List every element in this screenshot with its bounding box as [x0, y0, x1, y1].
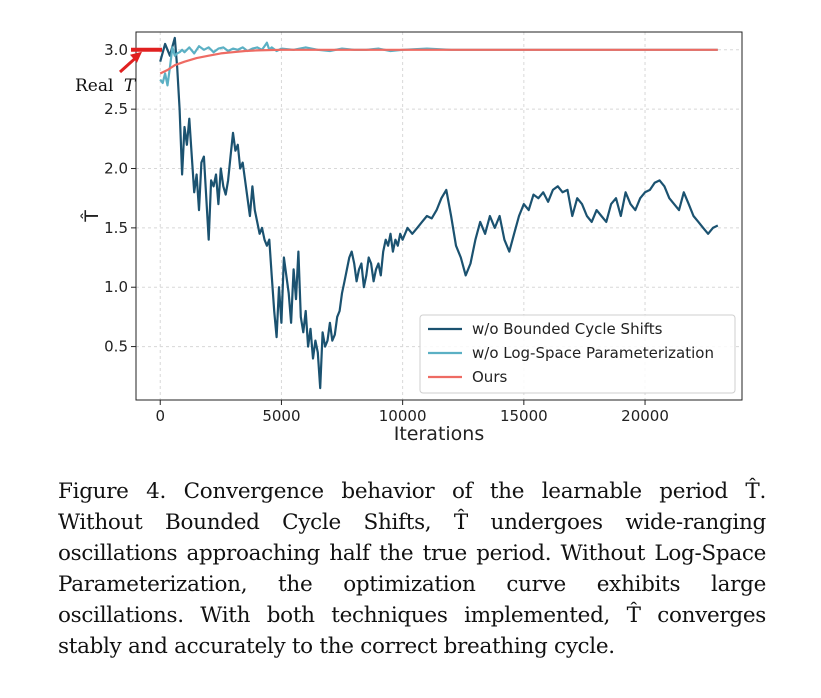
axis-ticks: 0 5000 10000 15000 20000 0.5 1.0 1.5 2.0 2.5 3.0: [104, 41, 669, 425]
y-tick-label: 1.5: [104, 219, 128, 237]
x-tick-label: 10000: [379, 407, 427, 425]
legend-label: w/o Log-Space Parameterization: [472, 344, 714, 362]
real-period-annotation: Real T: [75, 47, 162, 96]
series-lines: [159, 36, 719, 390]
legend-box: [419, 314, 736, 394]
x-axis-label: Iterations: [394, 423, 485, 445]
annotation-symbol: T: [124, 76, 137, 96]
plot-frame: [135, 31, 743, 401]
y-axis-label: T̂: [81, 210, 103, 223]
y-tick-label: 1.0: [104, 278, 128, 296]
figure-caption: Figure 4. Convergence behavior of the le…: [58, 479, 766, 659]
legend-label: w/o Bounded Cycle Shifts: [472, 320, 663, 338]
y-tick-label: 3.0: [104, 41, 128, 59]
y-tick-label: 2.0: [104, 160, 128, 178]
x-tick-label: 20000: [621, 407, 669, 425]
x-tick-label: 0: [155, 407, 165, 425]
chart-figure: 0 5000 10000 15000 20000 0.5 1.0 1.5 2.0 2.5 3.0 I…: [75, 31, 743, 445]
series-line: [159, 48, 718, 75]
annotation-word: Real: [75, 76, 113, 96]
y-tick-label: 2.5: [104, 100, 128, 118]
y-tick-label: 0.5: [104, 338, 128, 356]
legend: w/o Bounded Cycle Shifts w/o Log-Space Pa…: [419, 314, 736, 394]
x-tick-label: 5000: [262, 407, 300, 425]
series-line: [159, 36, 719, 390]
convergence-chart: 0 5000 10000 15000 20000 0.5 1.0 1.5 2.0 2.5 3.0 I…: [75, 31, 743, 445]
annotation-arrow-head: [130, 51, 142, 63]
x-tick-label: 15000: [500, 407, 548, 425]
annotation-label: Real T: [75, 76, 137, 96]
legend-label: Ours: [472, 368, 507, 386]
